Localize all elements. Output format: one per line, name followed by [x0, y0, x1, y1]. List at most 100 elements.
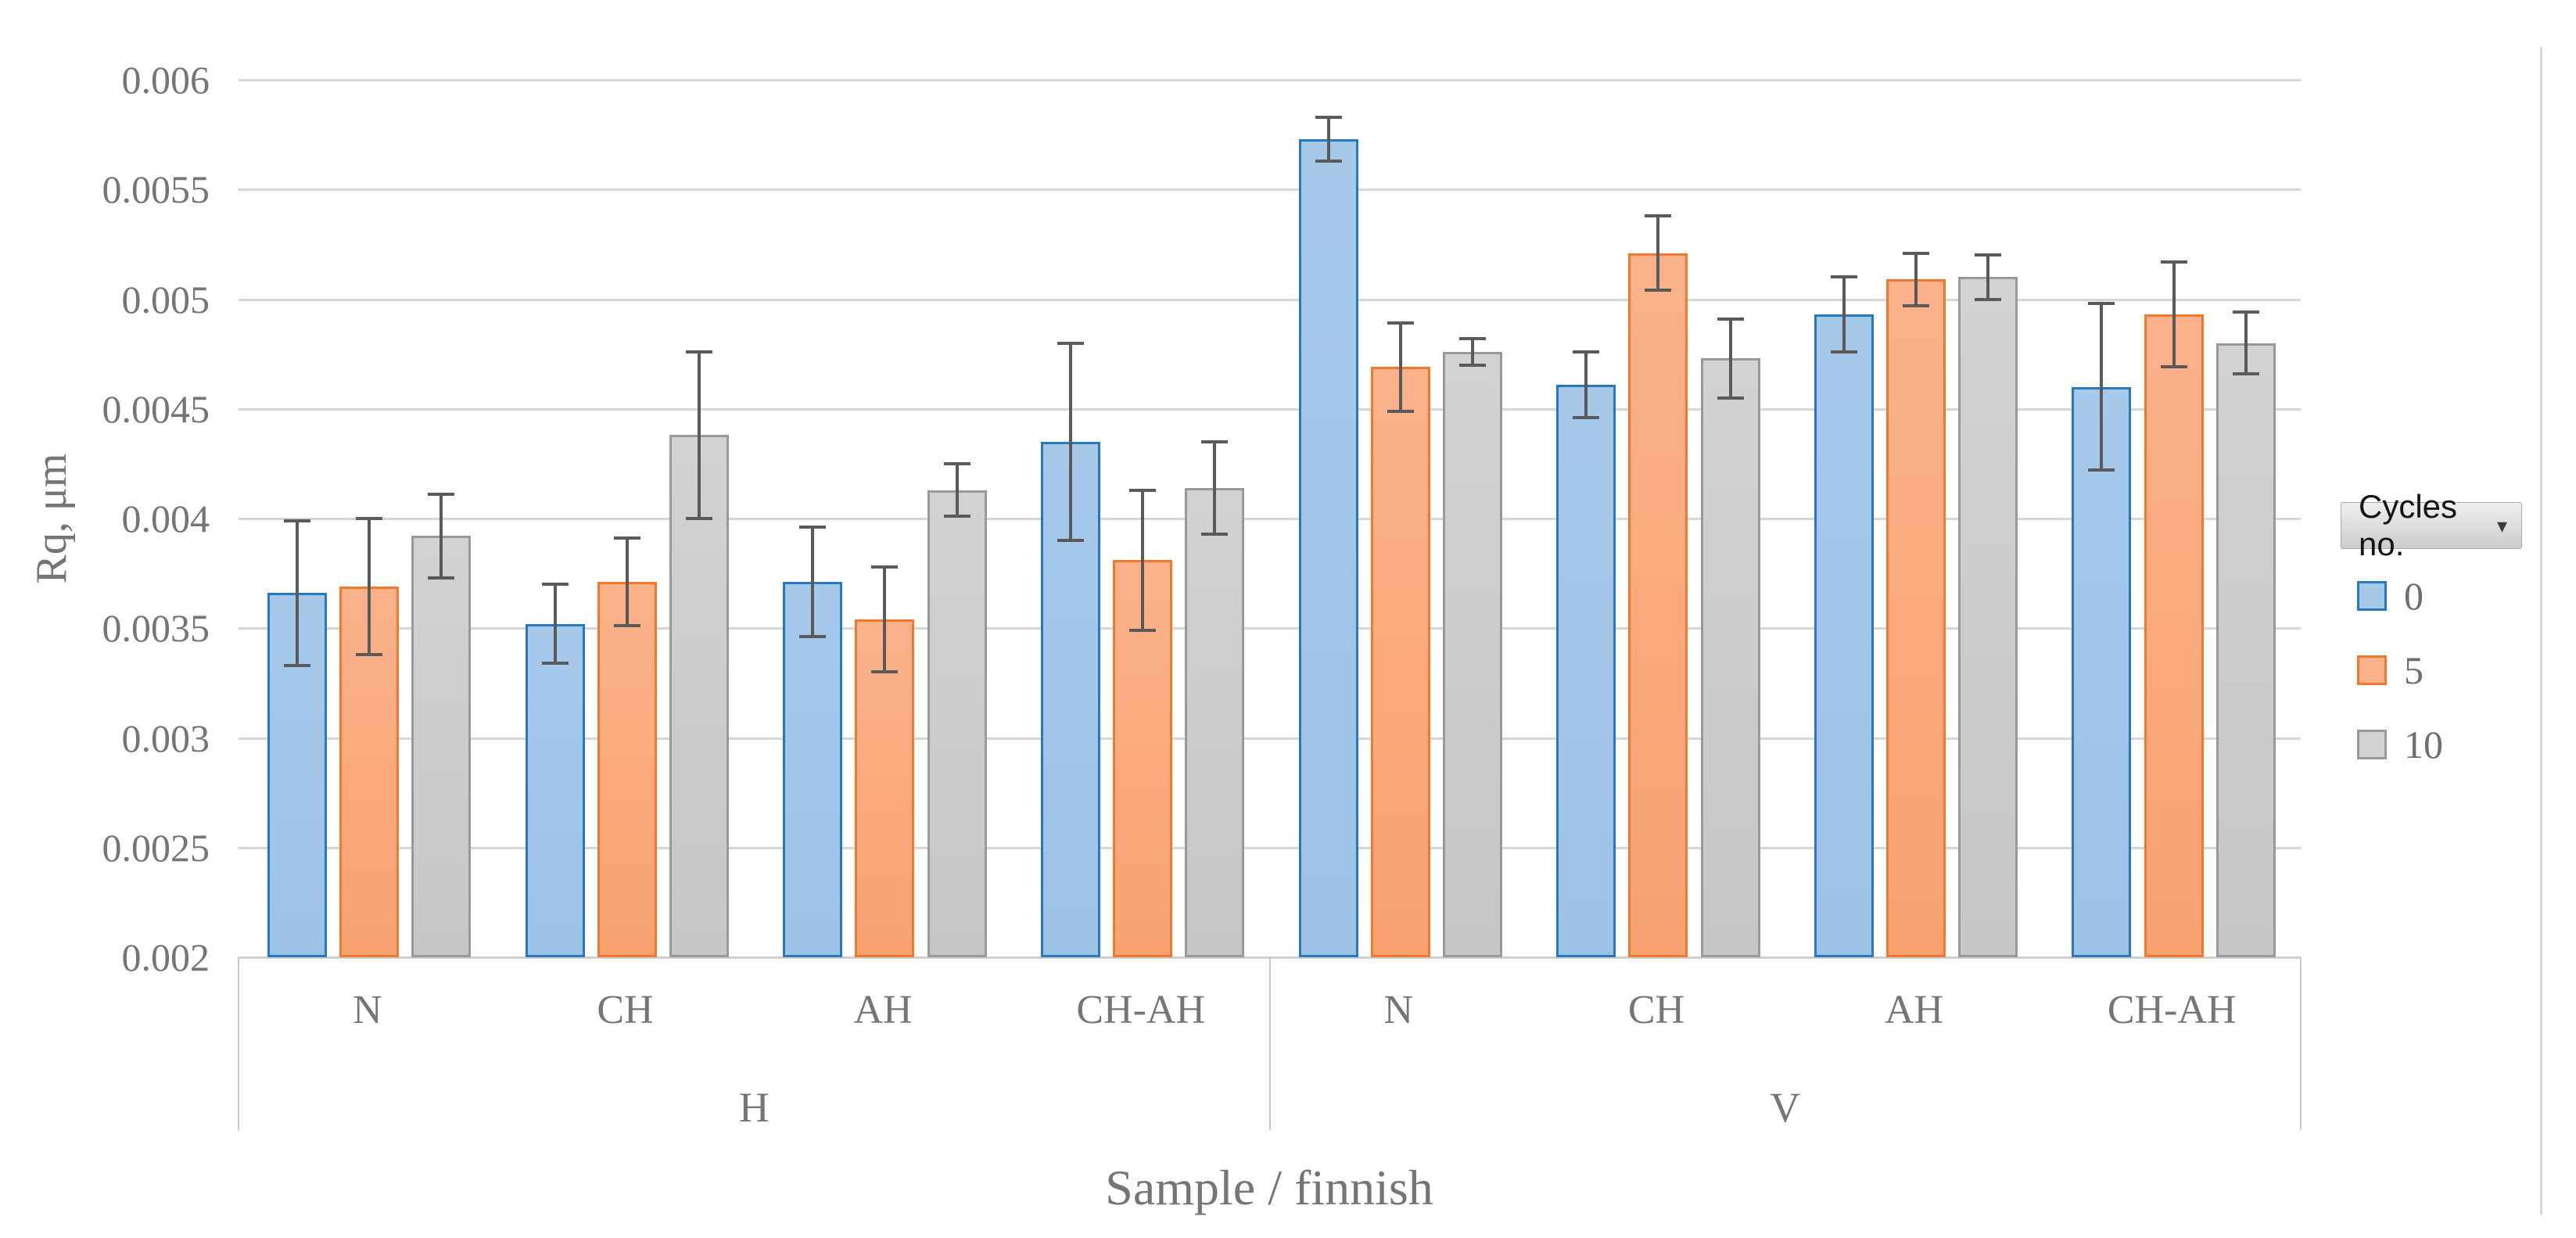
gridline [239, 407, 2301, 411]
error-bar-cap [1458, 363, 1486, 367]
error-bar-cap [1717, 396, 1744, 400]
category-band-divider [1268, 957, 1271, 1130]
gridline [239, 188, 2301, 192]
error-bar-cap [871, 670, 899, 674]
error-bar-cap [1902, 303, 1929, 307]
error-bar [1914, 253, 1918, 306]
error-bar-cap [1057, 341, 1084, 345]
error-bar [811, 527, 815, 637]
bar-AH-cycles-5 [1885, 279, 1946, 957]
gridline [239, 737, 2301, 740]
error-bar-cap [1129, 488, 1157, 492]
category-label-AH: AH [1885, 988, 1944, 1032]
bar-CH-cycles-5 [1628, 253, 1688, 957]
error-bar-cap [2232, 371, 2259, 375]
error-bar [1326, 117, 1330, 161]
error-bar [698, 351, 701, 519]
error-bar [553, 584, 557, 664]
bar-CH-cycles-0 [1556, 384, 1616, 957]
y-tick-label: 0.003 [121, 716, 210, 760]
error-bar-cap [943, 461, 970, 465]
category-label-CH-AH: CH-AH [1076, 988, 1206, 1032]
error-bar [1398, 323, 1402, 411]
legend-swatch-icon [2357, 581, 2387, 611]
y-tick-label: 0.006 [121, 58, 210, 102]
error-bar [1470, 338, 1474, 365]
error-bar-cap [1975, 297, 2002, 301]
error-bar-cap [356, 517, 383, 520]
bar-CH-cycles-10 [1700, 358, 1760, 957]
bar-CH-cycles-10 [669, 435, 730, 957]
error-bar [955, 463, 959, 517]
category-label-N: N [353, 988, 382, 1032]
legend-label: 10 [2404, 723, 2443, 766]
y-tick-label: 0.004 [121, 497, 210, 540]
error-bar-cap [1645, 214, 1672, 217]
error-bar-cap [356, 652, 383, 656]
y-tick-label: 0.005 [121, 277, 210, 321]
error-bar-cap [613, 536, 640, 540]
error-bar [439, 494, 443, 578]
error-bar-cap [541, 662, 569, 666]
legend-item-cycles-0: 0 [2357, 573, 2424, 619]
y-tick-label: 0.0045 [102, 386, 210, 431]
error-bar [1068, 343, 1072, 541]
error-bar [1986, 255, 1990, 300]
x-axis-title: Sample / finnish [1105, 1160, 1433, 1215]
error-bar [296, 520, 299, 666]
legend-swatch-icon [2357, 655, 2387, 685]
error-bar [368, 519, 371, 655]
error-bar-cap [686, 350, 713, 353]
category-label-CH: CH [1627, 988, 1685, 1032]
finish-label-V: V [1770, 1084, 1801, 1131]
error-bar-cap [428, 576, 455, 580]
category-band-divider [2300, 957, 2302, 1130]
error-bar-cap [284, 519, 310, 522]
y-tick-label: 0.0035 [102, 606, 210, 651]
bar-AH-cycles-0 [1814, 314, 1874, 957]
error-bar-cap [1573, 350, 1600, 353]
gridline [239, 79, 2301, 81]
gridline [239, 298, 2301, 301]
y-tick-label: 0.0055 [102, 167, 210, 212]
error-bar-cap [1387, 409, 1414, 413]
error-bar-cap [1201, 532, 1229, 536]
error-bar-cap [2160, 260, 2187, 264]
error-bar-cap [799, 635, 827, 639]
bar-AH-cycles-5 [855, 619, 915, 957]
error-bar [625, 538, 629, 626]
error-bar-cap [1129, 629, 1157, 633]
error-bar-cap [686, 517, 713, 520]
error-bar-cap [1975, 253, 2002, 257]
category-label-CH: CH [597, 988, 654, 1032]
category-label-N: N [1383, 988, 1414, 1032]
error-bar [1656, 215, 1660, 291]
bar-CH-cycles-0 [525, 623, 585, 957]
error-bar-cap [1830, 350, 1857, 353]
bar-AH-cycles-10 [1958, 277, 2018, 957]
error-bar [1842, 277, 1846, 352]
cycles-field-button[interactable]: Cycles no. ▾ [2341, 488, 2522, 562]
error-bar [1141, 490, 1145, 631]
error-bar-cap [428, 493, 455, 497]
bar-CH-AH-cycles-0 [2072, 386, 2132, 957]
bar-CH-AH-cycles-10 [2215, 343, 2276, 957]
bar-CH-cycles-5 [597, 582, 657, 957]
error-bar-cap [541, 583, 569, 587]
error-bar [1213, 441, 1217, 534]
gridline [239, 627, 2301, 630]
dropdown-arrow-icon: ▾ [2496, 514, 2507, 537]
y-tick-label: 0.002 [121, 935, 210, 979]
bar-CH-AH-cycles-5 [2144, 314, 2204, 957]
error-bar [1728, 318, 1732, 398]
bar-CH-AH-cycles-10 [1185, 487, 1245, 957]
legend-swatch-icon [2357, 730, 2387, 759]
bar-N-cycles-10 [1442, 351, 1502, 957]
error-bar-cap [1201, 440, 1229, 443]
bar-AH-cycles-0 [783, 582, 843, 957]
error-bar [2244, 312, 2248, 374]
error-bar-cap [1387, 321, 1414, 325]
category-label-CH-AH: CH-AH [2107, 988, 2237, 1032]
bar-AH-cycles-10 [927, 490, 987, 957]
y-tick-label: 0.0025 [102, 825, 210, 870]
